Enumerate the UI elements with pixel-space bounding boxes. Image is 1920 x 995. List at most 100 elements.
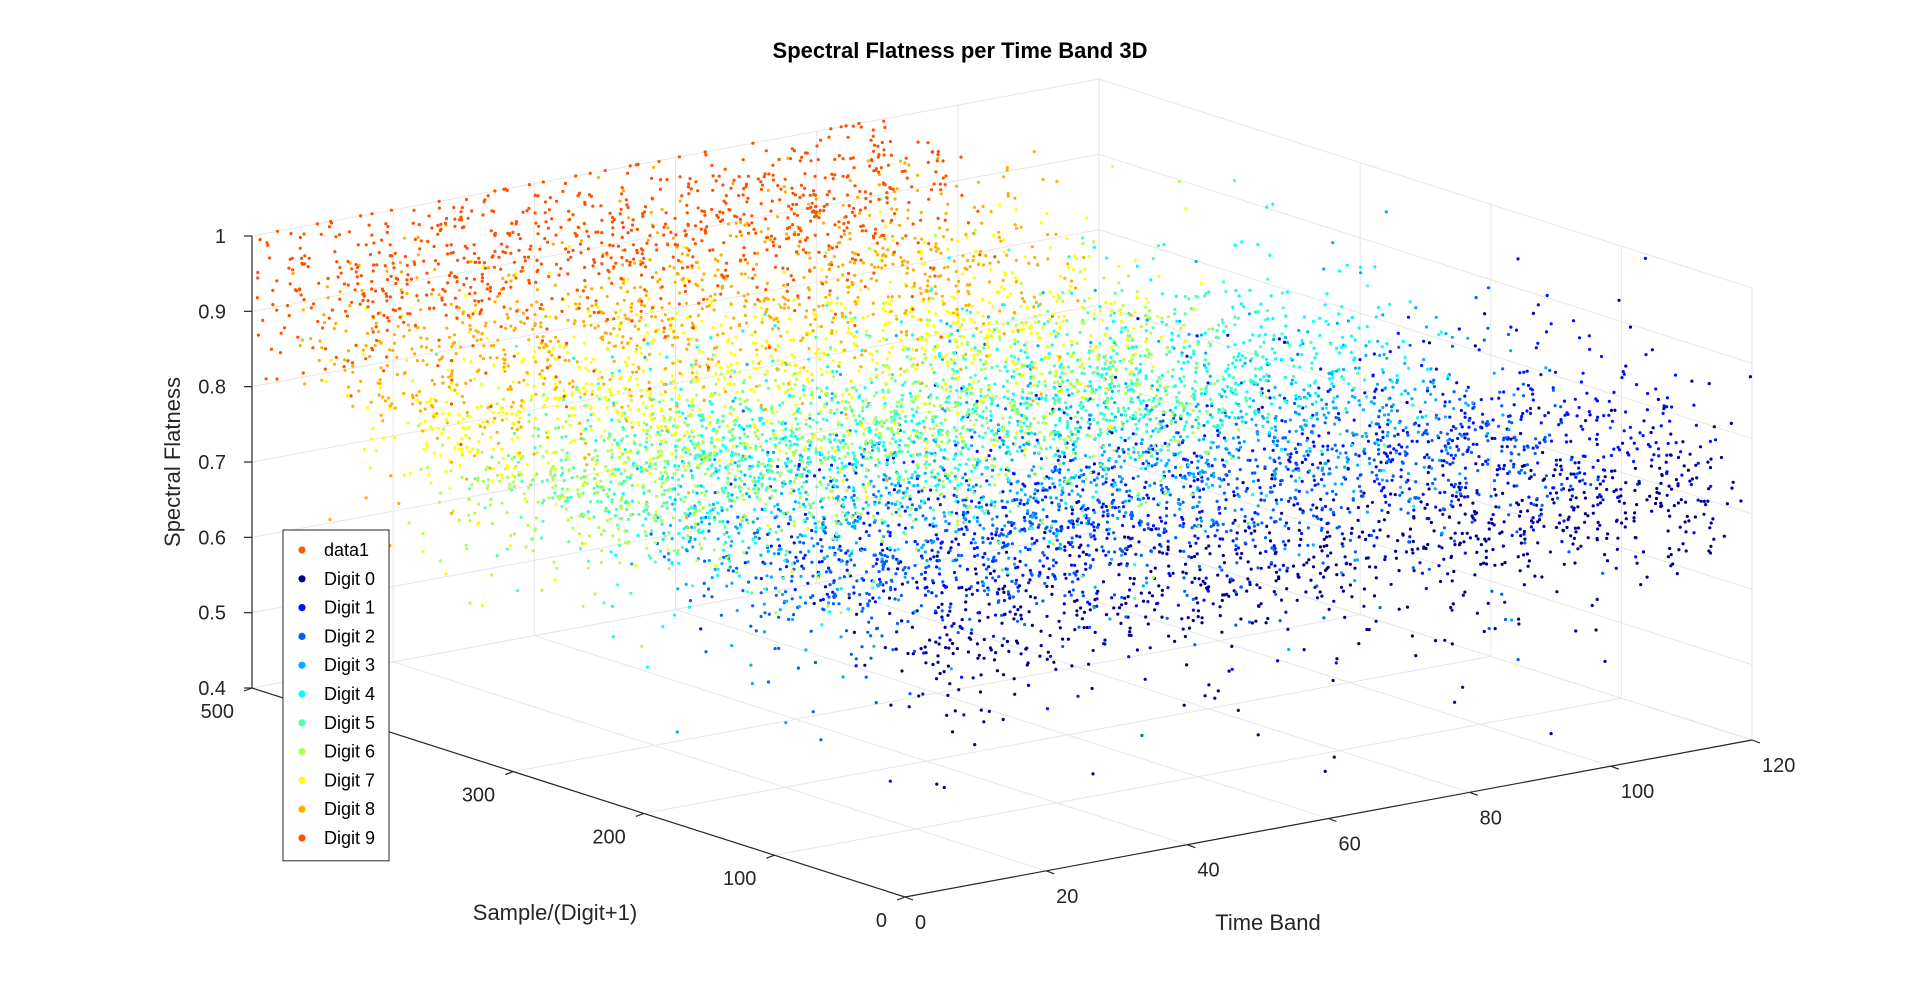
data-point [1018, 445, 1022, 449]
data-point [1553, 468, 1557, 472]
data-point [747, 580, 751, 584]
data-point [1000, 545, 1005, 550]
data-point [1139, 553, 1143, 558]
data-point [1256, 243, 1260, 247]
data-point [1656, 447, 1661, 451]
data-point [1525, 409, 1529, 413]
data-point [1241, 354, 1245, 358]
data-point [1223, 464, 1227, 468]
data-point [978, 523, 982, 527]
data-point [1053, 401, 1057, 405]
data-point [1026, 498, 1030, 502]
data-point [1543, 414, 1547, 418]
data-point [1085, 521, 1089, 526]
data-point [1501, 367, 1505, 371]
data-point [1708, 526, 1712, 530]
data-point [1080, 575, 1084, 579]
data-point [858, 593, 862, 597]
data-point [1477, 493, 1481, 497]
data-point [934, 524, 938, 528]
data-point [733, 452, 738, 456]
data-point [1405, 400, 1409, 405]
data-point [1535, 497, 1539, 501]
data-point [1318, 333, 1322, 338]
data-point [1421, 492, 1425, 496]
data-point [993, 579, 998, 583]
data-point [794, 417, 798, 421]
data-point [799, 550, 803, 554]
data-point [822, 476, 826, 480]
data-point [742, 482, 747, 486]
data-point [1205, 482, 1209, 486]
data-point [1170, 338, 1174, 342]
data-point [1120, 595, 1124, 600]
data-point [923, 550, 928, 554]
data-point [1137, 540, 1141, 544]
data-point [1522, 445, 1526, 449]
data-point [730, 450, 734, 454]
data-point [1509, 459, 1513, 463]
data-point [973, 346, 977, 350]
data-point [1557, 521, 1561, 525]
data-point [1270, 347, 1274, 351]
data-point [1240, 415, 1244, 419]
data-point [934, 533, 938, 537]
data-point [689, 439, 693, 443]
data-point [1069, 482, 1073, 486]
data-point [788, 550, 792, 554]
data-point [1220, 395, 1224, 399]
data-point [1333, 482, 1337, 486]
data-point [996, 592, 1000, 596]
data-point [828, 433, 832, 437]
data-point [1253, 310, 1258, 314]
data-point [1088, 625, 1092, 630]
data-point [993, 613, 998, 617]
data-point [1574, 530, 1578, 534]
data-point [710, 595, 714, 599]
data-point [773, 324, 777, 328]
data-point [1185, 435, 1189, 439]
data-point [1033, 492, 1037, 496]
data-point [845, 560, 849, 564]
data-point [1473, 573, 1477, 577]
data-point [1104, 472, 1108, 476]
data-point [1376, 422, 1380, 426]
data-point [1294, 488, 1298, 492]
data-point [1510, 618, 1514, 622]
data-point [1264, 494, 1268, 498]
data-point [1522, 529, 1526, 534]
data-point [1115, 488, 1119, 492]
data-point [1205, 420, 1210, 424]
data-point [935, 554, 939, 558]
data-point [691, 584, 695, 588]
data-point [977, 434, 981, 438]
data-point [1534, 444, 1538, 448]
data-point [1012, 605, 1016, 609]
data-point [1651, 426, 1655, 430]
data-point [1083, 454, 1088, 458]
data-point [718, 464, 722, 468]
data-point [971, 485, 975, 489]
data-point [1229, 386, 1233, 390]
data-point [1032, 451, 1037, 455]
data-point [1427, 567, 1431, 571]
data-point [1711, 517, 1715, 521]
data-point [1062, 411, 1066, 415]
data-point [1064, 501, 1068, 505]
data-point [1493, 487, 1497, 491]
data-point [1018, 529, 1022, 533]
data-point [971, 428, 975, 432]
data-point [1633, 535, 1637, 540]
data-point [1235, 552, 1239, 556]
data-point [1539, 373, 1543, 377]
data-point [1458, 481, 1462, 485]
data-point [1173, 639, 1177, 644]
data-point [1283, 547, 1287, 551]
data-point [1192, 352, 1196, 356]
data-point [1054, 667, 1058, 672]
back-wall-grid-line [251, 153, 1100, 312]
data-point [1036, 481, 1040, 485]
data-point [837, 547, 841, 551]
data-point [1275, 443, 1279, 448]
data-point [751, 520, 755, 524]
